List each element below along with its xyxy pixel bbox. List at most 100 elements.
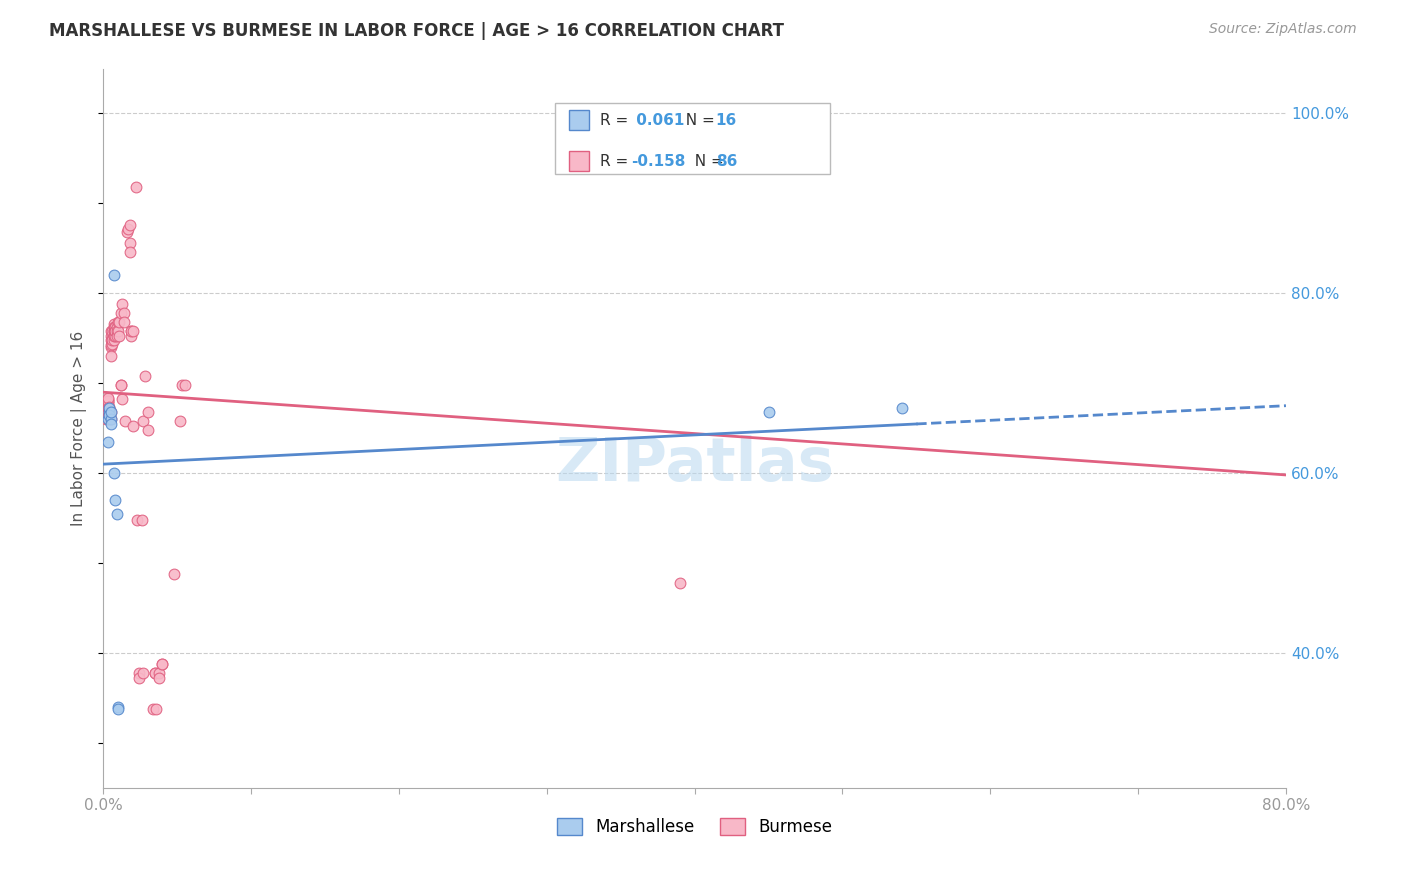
Point [98, 408, 121, 422]
Point [96, 394, 118, 409]
Point [100, 324, 122, 338]
Point [98, 407, 121, 421]
Text: R =: R = [600, 153, 634, 169]
Point [108, 329, 131, 343]
Text: N =: N = [676, 112, 720, 128]
Point [115, 225, 138, 239]
Point [97, 396, 120, 410]
Point [97, 391, 120, 405]
Point [145, 702, 167, 716]
Point [100, 338, 122, 352]
Point [169, 414, 191, 428]
Point [103, 466, 125, 480]
Point [97, 394, 120, 409]
Point [112, 315, 135, 329]
Point [103, 317, 125, 331]
Point [111, 392, 134, 407]
Point [150, 657, 173, 671]
Point [110, 306, 132, 320]
Point [114, 414, 136, 428]
Text: ZIPatlas: ZIPatlas [555, 434, 834, 493]
Point [98, 408, 121, 422]
Point [105, 324, 128, 338]
Point [128, 665, 150, 680]
Y-axis label: In Labor Force | Age > 16: In Labor Force | Age > 16 [72, 331, 87, 525]
Point [104, 493, 127, 508]
Point [104, 324, 127, 338]
Point [98, 409, 121, 423]
Point [136, 423, 159, 437]
Point [100, 329, 122, 343]
Point [890, 401, 912, 416]
Point [101, 333, 124, 347]
Point [112, 306, 135, 320]
Point [100, 333, 122, 347]
Point [105, 507, 128, 521]
Point [98, 400, 121, 414]
Point [100, 417, 122, 431]
Point [120, 324, 142, 338]
Point [100, 412, 122, 426]
Point [104, 329, 127, 343]
Point [98, 405, 121, 419]
Point [100, 405, 122, 419]
Point [103, 333, 125, 347]
Point [142, 702, 165, 716]
Point [97, 412, 120, 426]
Text: MARSHALLESE VS BURMESE IN LABOR FORCE | AGE > 16 CORRELATION CHART: MARSHALLESE VS BURMESE IN LABOR FORCE | … [49, 22, 785, 40]
Text: 86: 86 [716, 153, 737, 169]
Point [125, 180, 148, 194]
Point [105, 329, 128, 343]
Point [105, 320, 128, 334]
Point [132, 414, 155, 428]
Point [100, 412, 122, 426]
Point [104, 324, 127, 338]
Point [103, 320, 125, 334]
Point [100, 405, 122, 419]
Point [150, 657, 173, 671]
Point [96, 412, 118, 426]
Point [98, 410, 121, 425]
Point [108, 315, 131, 329]
Point [107, 324, 129, 338]
Point [103, 268, 125, 283]
Point [163, 566, 186, 581]
Point [120, 329, 142, 343]
Point [107, 700, 129, 714]
Point [100, 349, 122, 363]
Point [107, 702, 129, 716]
Legend: Marshallese, Burmese: Marshallese, Burmese [548, 809, 841, 844]
Point [117, 221, 139, 235]
Point [143, 665, 166, 680]
Point [132, 665, 155, 680]
Point [143, 665, 166, 680]
Point [97, 394, 120, 409]
Text: N =: N = [685, 153, 728, 169]
Point [118, 218, 141, 232]
Point [121, 324, 143, 338]
Point [120, 324, 142, 338]
Point [103, 324, 125, 338]
Point [107, 315, 129, 329]
Point [170, 378, 193, 392]
Text: Source: ZipAtlas.com: Source: ZipAtlas.com [1209, 22, 1357, 37]
Point [111, 297, 134, 311]
Point [118, 244, 141, 259]
Point [148, 665, 170, 680]
Point [136, 405, 159, 419]
Point [110, 378, 132, 392]
Point [121, 419, 143, 434]
Point [104, 320, 127, 334]
Point [101, 336, 124, 351]
Point [97, 392, 120, 407]
Point [97, 405, 120, 419]
Text: 16: 16 [716, 112, 737, 128]
Point [97, 401, 120, 416]
Point [98, 401, 121, 416]
Point [97, 412, 120, 426]
Point [101, 333, 124, 347]
Text: R =: R = [600, 112, 634, 128]
Point [101, 324, 124, 338]
Point [97, 434, 120, 449]
Point [104, 320, 127, 334]
